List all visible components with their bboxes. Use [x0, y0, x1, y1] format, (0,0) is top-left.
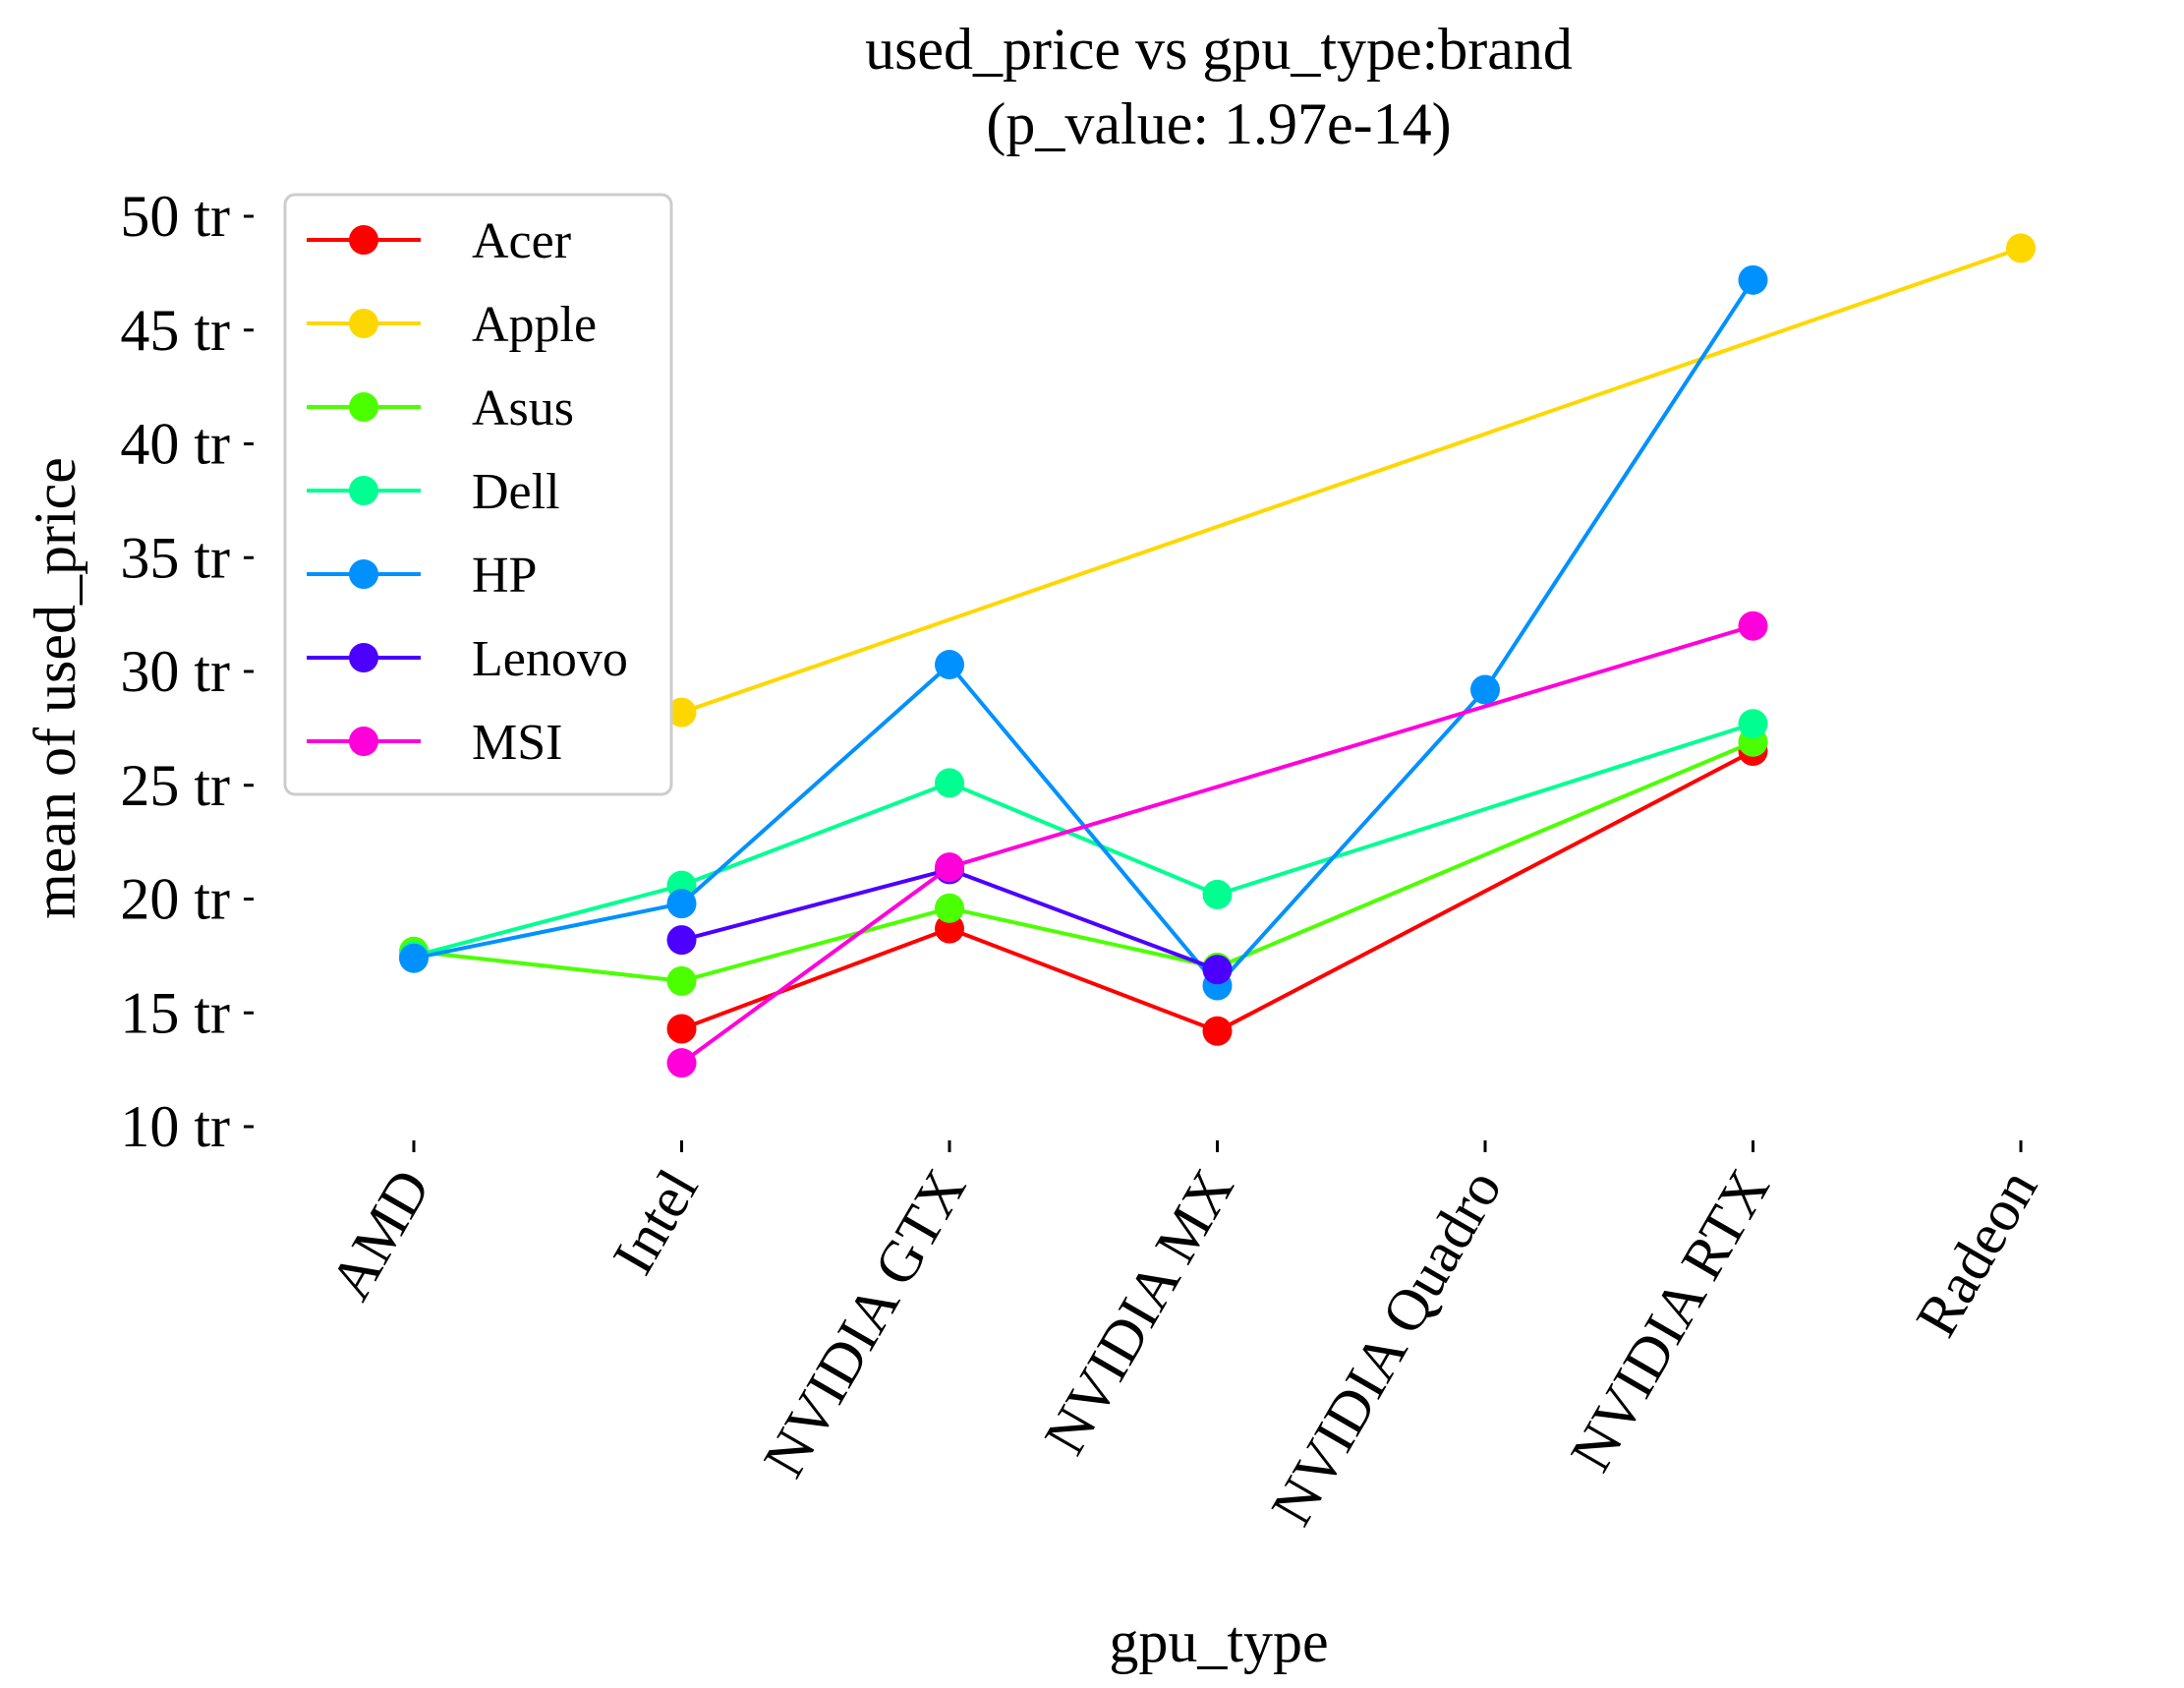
data-point-msi: [935, 852, 964, 883]
data-point-hp: [1738, 264, 1768, 295]
x-axis-label: gpu_type: [1109, 1609, 1328, 1674]
data-point-dell: [1202, 879, 1233, 909]
data-point-acer: [666, 1014, 697, 1044]
legend-marker-hp: [349, 559, 378, 589]
legend-marker-apple: [349, 309, 378, 338]
legend-marker-msi: [349, 727, 378, 756]
y-tick-label: 40 tr: [120, 412, 230, 477]
legend-marker-dell: [349, 476, 378, 505]
data-point-hp: [935, 650, 964, 680]
data-point-acer: [1202, 1016, 1233, 1046]
legend-label-msi: MSI: [472, 715, 562, 771]
chart-title: used_price vs gpu_type:brand: [865, 17, 1573, 82]
legend-label-lenovo: Lenovo: [472, 631, 628, 687]
y-tick-label: 30 tr: [120, 639, 230, 704]
y-tick-label: 15 tr: [120, 980, 230, 1045]
legend-label-hp: HP: [472, 548, 537, 604]
legend-marker-asus: [349, 392, 378, 422]
legend-label-dell: Dell: [472, 464, 560, 520]
data-point-asus: [935, 893, 964, 923]
data-point-asus: [666, 965, 697, 996]
data-point-msi: [1738, 611, 1768, 641]
legend-label-acer: Acer: [472, 213, 571, 269]
y-tick-label: 10 tr: [120, 1094, 230, 1159]
legend-marker-acer: [349, 225, 378, 255]
data-point-hp: [399, 943, 429, 973]
data-point-dell: [1738, 709, 1768, 739]
series-line-acer: [680, 749, 1754, 1033]
legend-marker-lenovo: [349, 643, 378, 672]
data-point-msi: [666, 1048, 697, 1078]
chart-subtitle: (p_value: 1.97e-14): [986, 91, 1451, 156]
data-point-hp: [1470, 674, 1500, 705]
y-tick-label: 45 tr: [120, 298, 230, 363]
y-axis-label: mean of used_price: [23, 457, 87, 919]
series-line-apple: [680, 246, 2022, 715]
data-point-acer: [935, 913, 964, 944]
y-axis-ticks: 10 tr 15 tr 20 tr 25 tr 30 tr 35 tr 40 tr 45 tr…: [120, 184, 254, 1159]
legend-label-asus: Asus: [472, 380, 574, 437]
data-point-lenovo: [666, 925, 697, 956]
y-tick-label: 50 tr: [120, 184, 230, 249]
series-group: [399, 233, 2036, 1078]
legend-label-apple: Apple: [472, 297, 597, 353]
data-point-apple: [666, 697, 697, 728]
legend-box: [283, 193, 673, 796]
data-point-dell: [935, 768, 964, 798]
data-point-hp: [666, 889, 697, 919]
data-point-apple: [2006, 233, 2036, 263]
legend: Acer Apple Asus Dell HP Lenovo MSI: [283, 193, 673, 796]
y-tick-label: 25 tr: [120, 753, 230, 818]
y-tick-label: 20 tr: [120, 867, 230, 932]
data-point-lenovo: [1202, 955, 1233, 985]
legend-entries: Acer Apple Asus Dell HP Lenovo MSI: [307, 213, 628, 771]
y-tick-label: 35 tr: [120, 525, 230, 590]
